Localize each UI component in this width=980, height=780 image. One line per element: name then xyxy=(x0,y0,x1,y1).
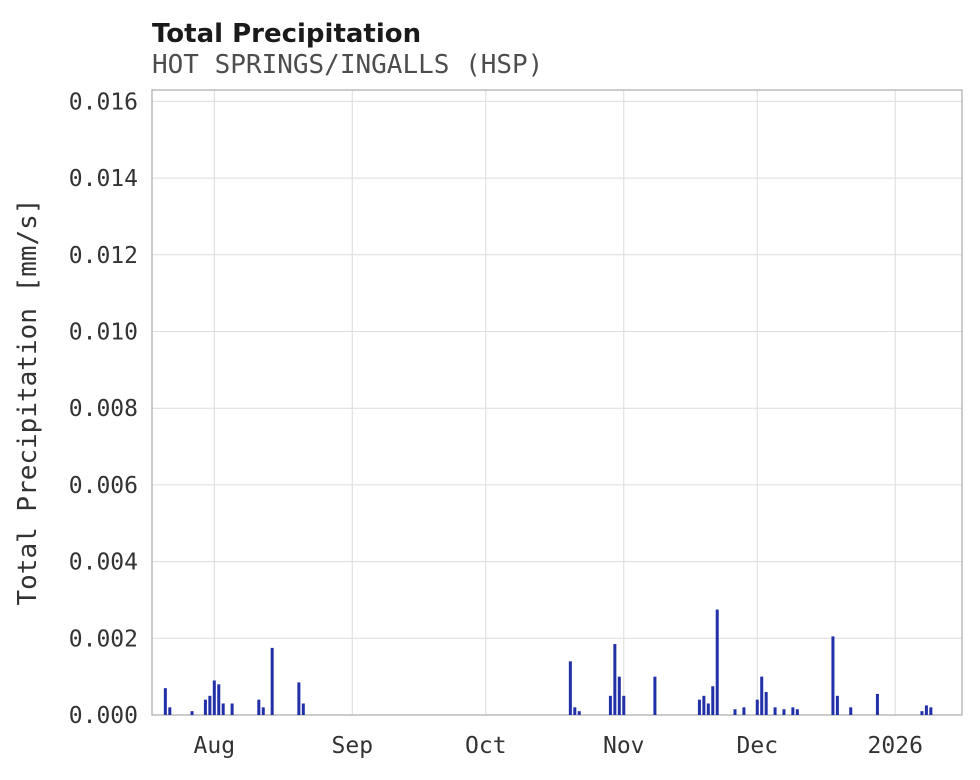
x-axis-ticks: Aug Sep Oct Nov Dec 2026 xyxy=(194,733,923,759)
x-tick-label: 2026 xyxy=(868,733,923,759)
precip-bar xyxy=(617,676,621,715)
precip-bar xyxy=(208,695,212,715)
y-tick-label: 0.004 xyxy=(69,550,138,576)
y-tick-label: 0.000 xyxy=(69,703,138,729)
precip-bar xyxy=(613,644,617,715)
precip-bar xyxy=(261,707,265,715)
precip-bar xyxy=(190,711,194,715)
y-tick-label: 0.012 xyxy=(69,243,138,269)
y-tick-label: 0.002 xyxy=(69,626,138,652)
x-tick-label: Nov xyxy=(603,733,645,759)
precip-bar xyxy=(849,707,853,715)
precip-bar xyxy=(577,711,581,715)
precip-bar xyxy=(711,686,715,715)
precip-bar xyxy=(702,695,706,715)
precip-bar xyxy=(782,709,786,715)
chart-title: Total Precipitation xyxy=(152,19,421,49)
chart-subtitle: HOT SPRINGS/INGALLS (HSP) xyxy=(152,50,543,80)
precip-bar xyxy=(764,691,768,715)
precip-bar xyxy=(221,703,225,715)
precip-bar xyxy=(257,699,261,715)
plot-border xyxy=(151,89,963,716)
precip-bar xyxy=(706,703,710,715)
x-tick-label: Aug xyxy=(194,733,236,759)
precip-bar xyxy=(715,609,719,715)
precip-bar xyxy=(835,695,839,715)
precip-bar xyxy=(297,682,301,715)
precip-bar xyxy=(270,647,274,715)
precip-bar xyxy=(791,707,795,715)
precip-bar xyxy=(773,707,777,715)
precip-bar xyxy=(301,703,305,715)
precip-bar xyxy=(760,676,764,715)
precip-bar xyxy=(795,709,799,715)
precip-bar xyxy=(653,676,657,715)
precip-bar xyxy=(924,705,928,715)
y-tick-label: 0.008 xyxy=(69,396,138,422)
precip-bar xyxy=(733,709,737,715)
x-tick-label: Sep xyxy=(332,733,374,759)
precip-bar xyxy=(608,695,612,715)
precip-bar xyxy=(230,703,234,715)
precip-bar xyxy=(929,707,933,715)
precip-bar xyxy=(697,699,701,715)
precip-bar xyxy=(742,707,746,715)
precip-bar xyxy=(920,711,924,715)
precip-bar xyxy=(212,680,216,715)
precip-bar xyxy=(168,707,172,715)
precip-bar xyxy=(622,695,626,715)
y-tick-label: 0.006 xyxy=(69,473,138,499)
precip-bar xyxy=(875,693,879,715)
y-tick-label: 0.014 xyxy=(69,166,138,192)
y-tick-label: 0.016 xyxy=(69,89,138,115)
y-axis-ticks: 0.000 0.002 0.004 0.006 0.008 0.010 0.012 0.014… xyxy=(69,89,138,729)
y-tick-label: 0.010 xyxy=(69,320,138,346)
precip-bar xyxy=(217,684,221,715)
precip-bar xyxy=(573,707,577,715)
x-tick-label: Oct xyxy=(465,733,507,759)
x-tick-label: Dec xyxy=(737,733,779,759)
precip-bar xyxy=(163,688,167,715)
y-axis-title: Total Precipitation [mm/s] xyxy=(13,199,43,606)
precip-bar xyxy=(203,699,207,715)
grid-layer xyxy=(152,90,962,716)
precip-bar xyxy=(755,699,759,715)
bars-layer xyxy=(163,609,933,715)
precip-bar xyxy=(568,661,572,715)
precip-bar xyxy=(831,636,835,715)
